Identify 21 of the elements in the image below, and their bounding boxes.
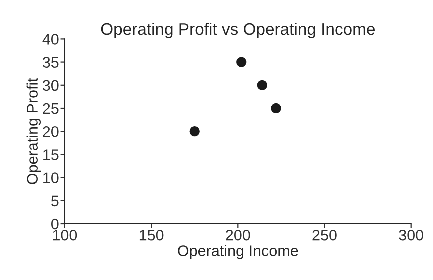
y-tick-label: 10 bbox=[44, 172, 59, 184]
point bbox=[236, 57, 247, 68]
x-tick-label: 200 bbox=[226, 230, 250, 241]
y-tick-label: 25 bbox=[43, 103, 59, 114]
y-tick-label: 30 bbox=[42, 80, 59, 92]
x-tick-label: 300 bbox=[399, 230, 424, 241]
point bbox=[271, 103, 282, 114]
point bbox=[257, 80, 268, 90]
chart-title: Operating Profit vs Operating Income bbox=[101, 22, 375, 38]
y-tick-label: 5 bbox=[52, 196, 59, 207]
x-axis-title: Operating Income bbox=[178, 245, 298, 260]
y-tick-label: 35 bbox=[42, 57, 59, 68]
y-tick-label: 0 bbox=[51, 218, 59, 230]
y-tick-label: 20 bbox=[43, 126, 59, 138]
y-tick-label: 40 bbox=[42, 34, 59, 45]
point bbox=[190, 126, 200, 137]
y-axis-title: Operating Profit bbox=[26, 78, 42, 184]
x-tick-label: 150 bbox=[140, 230, 164, 241]
y-tick-label: 15 bbox=[44, 150, 59, 160]
x-tick-label: 100 bbox=[53, 230, 78, 241]
x-tick-label: 250 bbox=[312, 230, 337, 241]
